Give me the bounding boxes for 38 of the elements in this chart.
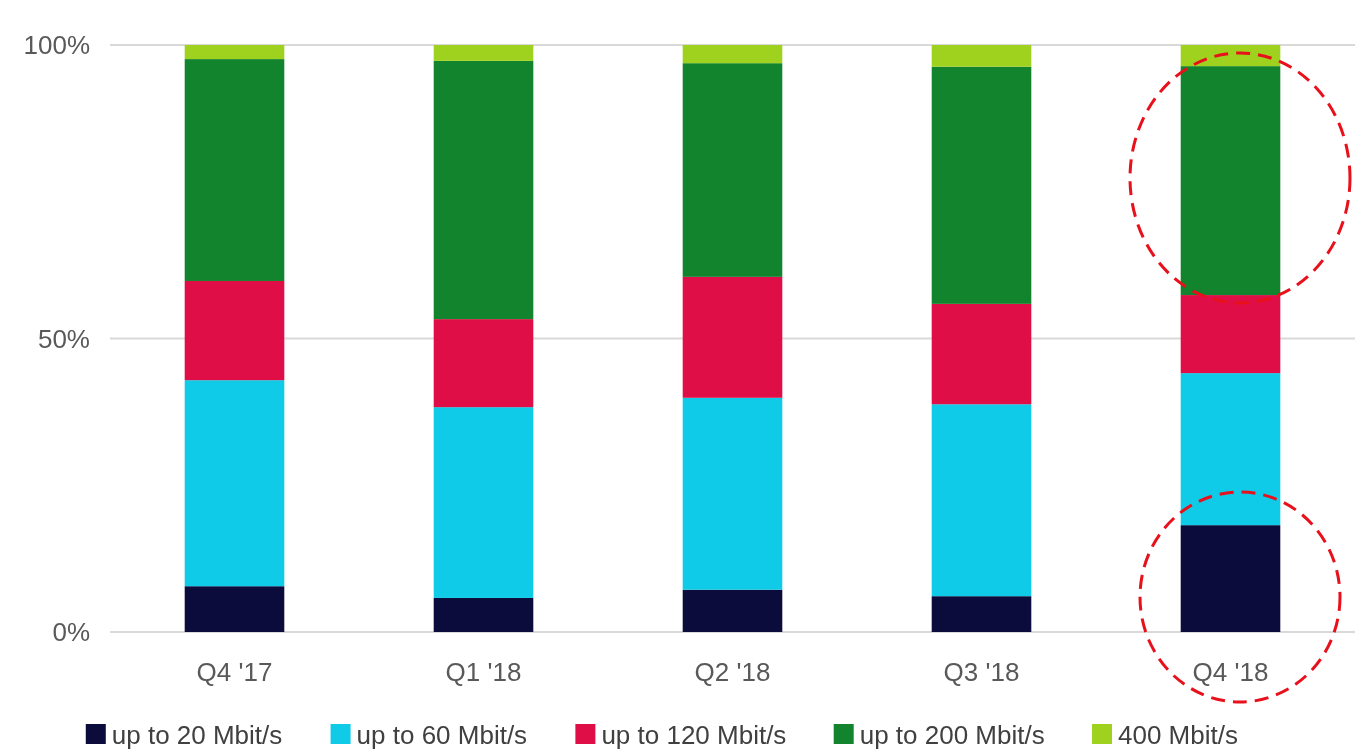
bar	[1180, 45, 1281, 67]
bar	[1180, 295, 1281, 374]
bar	[682, 276, 783, 398]
bar	[184, 380, 285, 587]
y-tick-label: 50%	[37, 323, 90, 354]
bar	[931, 404, 1032, 597]
bar	[433, 45, 534, 61]
bar	[433, 60, 534, 320]
bar	[433, 597, 534, 632]
bar	[931, 45, 1032, 67]
x-tick-label: Q4 '17	[196, 657, 273, 688]
legend-label: up to 60 Mbit/s	[356, 720, 528, 751]
bar	[1180, 66, 1281, 296]
bar	[682, 45, 783, 64]
y-tick-label: 100%	[23, 30, 90, 61]
y-tick-label: 0%	[52, 617, 90, 648]
legend-label: 400 Mbit/s	[1118, 720, 1238, 751]
bar	[1180, 373, 1281, 526]
bar	[184, 59, 285, 281]
bar	[682, 397, 783, 590]
x-tick-label: Q2 '18	[694, 657, 771, 688]
bar	[682, 63, 783, 277]
bar	[184, 45, 285, 60]
bar	[184, 586, 285, 632]
bar	[433, 319, 534, 408]
legend-label: up to 120 Mbit/s	[601, 720, 787, 751]
bar	[931, 596, 1032, 632]
bar	[931, 303, 1032, 405]
bar	[433, 407, 534, 598]
bar	[184, 280, 285, 381]
x-tick-label: Q3 '18	[943, 657, 1020, 688]
bar	[1180, 525, 1281, 632]
bar	[682, 589, 783, 632]
legend-label: up to 200 Mbit/s	[859, 720, 1045, 751]
legend-label: up to 20 Mbit/s	[111, 720, 283, 751]
x-tick-label: Q1 '18	[445, 657, 522, 688]
x-tick-label: Q4 '18	[1192, 657, 1269, 688]
bar	[931, 66, 1032, 304]
